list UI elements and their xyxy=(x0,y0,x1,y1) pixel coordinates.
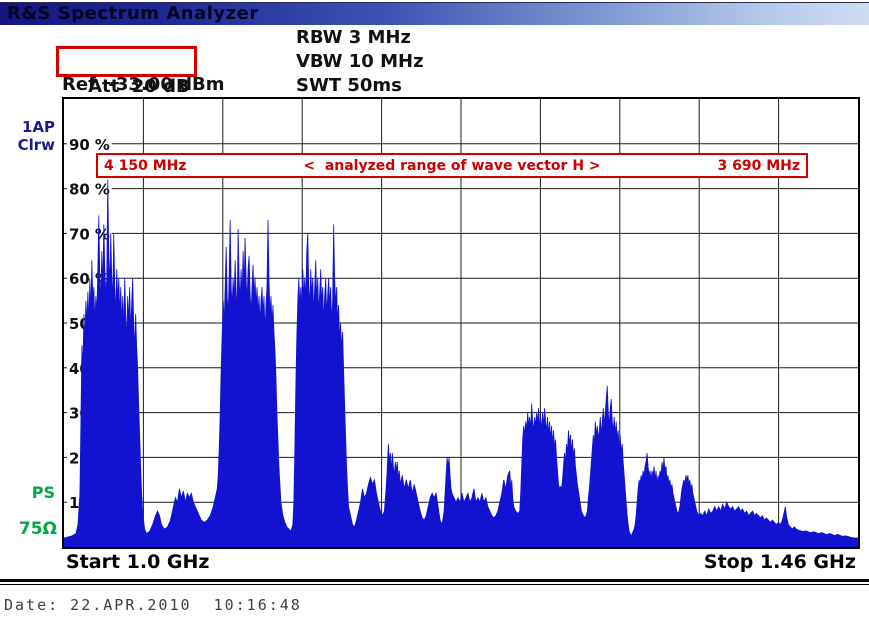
y-tick-label: 70 % xyxy=(66,223,112,243)
x-axis-labels: Start 1.0 GHz Stop 1.46 GHz xyxy=(62,551,860,573)
svg-text:70 %: 70 % xyxy=(69,225,110,243)
impedance-label: 75Ω xyxy=(18,519,57,539)
separator-rule xyxy=(0,579,869,585)
annotation-caption: < analyzed range of wave vector H > xyxy=(303,157,601,174)
annotation-stop-freq: 3 690 MHz xyxy=(717,157,800,174)
window-title: R&S Spectrum Analyzer xyxy=(7,3,259,24)
attenuation-value: Att 20 dB xyxy=(88,76,190,97)
date-stamp: Date: 22.APR.2010 10:16:48 xyxy=(4,596,302,614)
attenuation-readout-box: Att 20 dB xyxy=(56,46,197,97)
trace-detector-label: 1AP xyxy=(21,118,55,136)
reference-level-value: Ref -33.00 dBm xyxy=(62,74,225,95)
y-tick-label: 80 % xyxy=(66,178,112,199)
window-title-bar: R&S Spectrum Analyzer xyxy=(0,2,869,25)
trace-mode-label: Clrw xyxy=(17,136,55,154)
spectrum-plot: 90 %80 %70 %60 %50 %40 %30 %20 %10 % 4 1… xyxy=(62,97,860,549)
svg-text:90 %: 90 % xyxy=(69,136,110,154)
svg-text:80 %: 80 % xyxy=(69,181,110,199)
y-tick-label: 90 % xyxy=(66,133,112,154)
annotation-box: 4 150 MHz < analyzed range of wave vecto… xyxy=(96,153,808,178)
x-axis-stop-label: Stop 1.46 GHz xyxy=(703,551,856,573)
swt-value: SWT 50ms xyxy=(296,75,402,96)
spectrum-trace xyxy=(64,179,858,547)
rbw-value: RBW 3 MHz xyxy=(296,27,411,48)
annotation-start-freq: 4 150 MHz xyxy=(104,157,187,174)
ps-label: PS xyxy=(31,483,55,502)
trace-info-label: 1AP Clrw xyxy=(0,118,55,154)
x-axis-start-label: Start 1.0 GHz xyxy=(66,551,210,573)
vbw-value: VBW 10 MHz xyxy=(296,51,424,72)
